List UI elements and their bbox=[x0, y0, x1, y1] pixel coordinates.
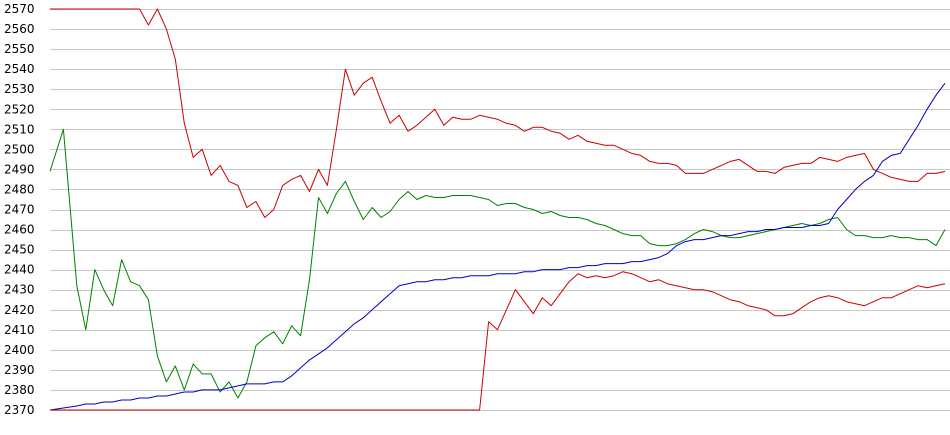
y-tick-label: 2460 bbox=[4, 223, 35, 237]
y-tick-label: 2390 bbox=[4, 363, 35, 377]
y-tick-label: 2510 bbox=[4, 122, 35, 136]
y-tick-label: 2450 bbox=[4, 243, 35, 257]
y-tick-label: 2410 bbox=[4, 323, 35, 337]
y-tick-label: 2370 bbox=[4, 403, 35, 417]
series-lines bbox=[49, 8, 946, 411]
y-tick-label: 2430 bbox=[4, 283, 35, 297]
y-tick-label: 2500 bbox=[4, 142, 35, 156]
series-line-1 bbox=[50, 8, 946, 218]
y-tick-label: 2480 bbox=[4, 182, 35, 196]
y-tick-label: 2570 bbox=[4, 2, 35, 16]
y-tick-label: 2420 bbox=[4, 303, 35, 317]
series-line-4 bbox=[50, 271, 946, 411]
y-tick-label: 2440 bbox=[4, 263, 35, 277]
grid-lines bbox=[50, 9, 950, 411]
y-tick-label: 2400 bbox=[4, 343, 35, 357]
series-line-3 bbox=[49, 82, 946, 411]
y-tick-label: 2490 bbox=[4, 162, 35, 176]
y-tick-labels: 2370 2380 2390 2400 2410 2420 2430 2440 2450 2460… bbox=[4, 2, 35, 417]
y-tick-label: 2380 bbox=[4, 383, 35, 397]
y-tick-label: 2550 bbox=[4, 42, 35, 56]
y-tick-label: 2530 bbox=[4, 82, 35, 96]
y-tick-label: 2560 bbox=[4, 22, 35, 36]
y-tick-label: 2520 bbox=[4, 102, 35, 116]
series-line-2 bbox=[49, 128, 946, 399]
y-tick-label: 2540 bbox=[4, 62, 35, 76]
y-tick-label: 2470 bbox=[4, 203, 35, 217]
